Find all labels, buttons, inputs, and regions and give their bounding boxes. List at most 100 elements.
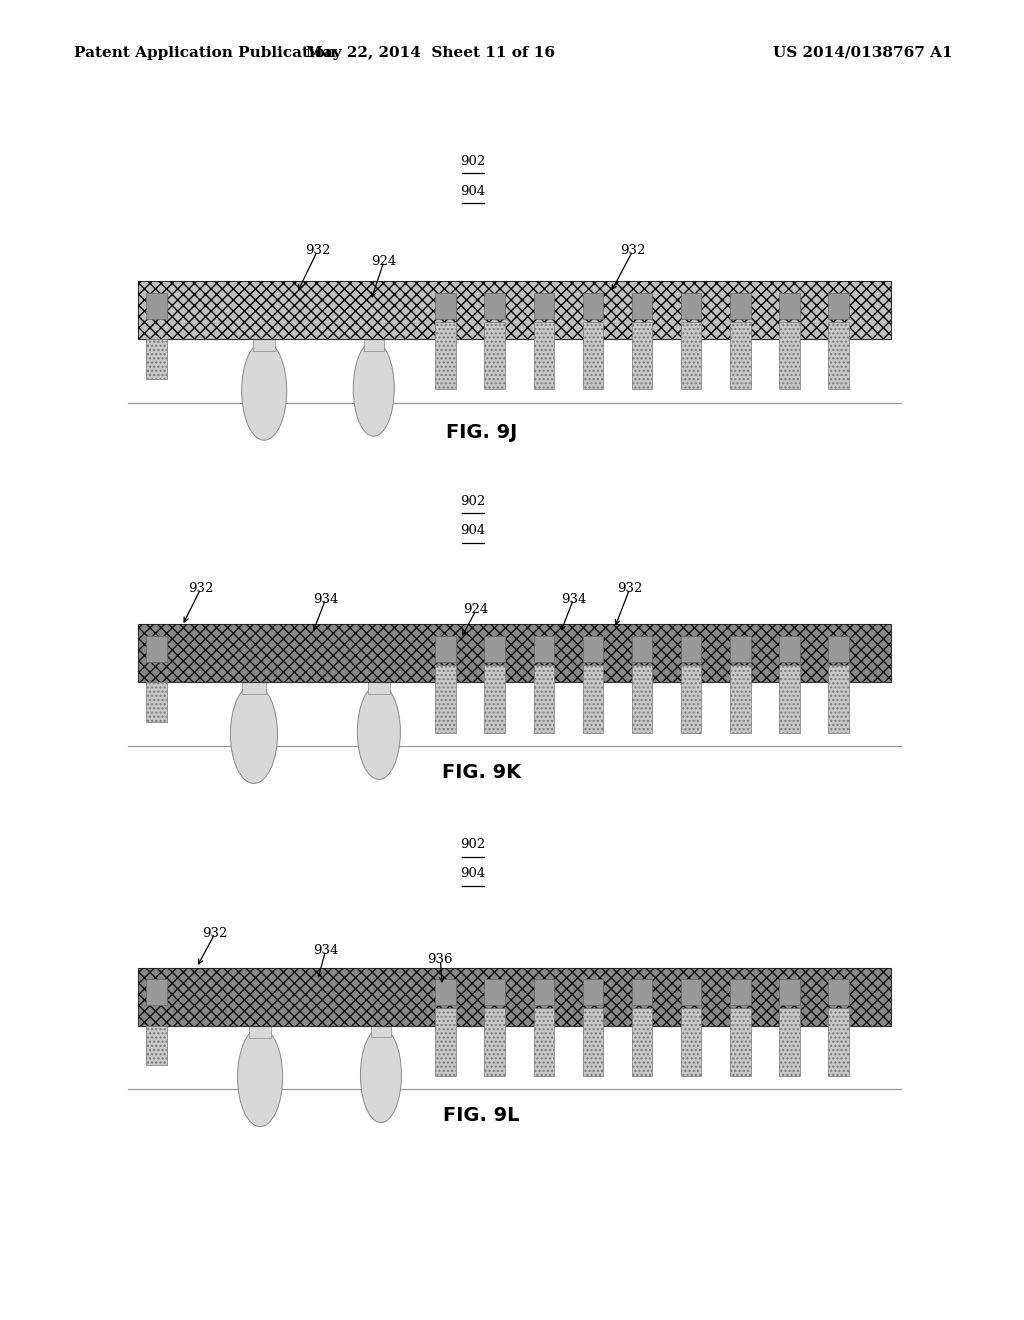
Ellipse shape <box>242 342 287 441</box>
Bar <box>828 636 849 663</box>
Bar <box>779 1008 800 1076</box>
Bar <box>779 322 800 389</box>
Bar <box>681 979 701 1006</box>
Bar <box>484 293 505 319</box>
Bar <box>681 1008 701 1076</box>
Bar <box>253 330 275 351</box>
Text: 932: 932 <box>203 927 227 940</box>
Bar <box>371 1016 391 1038</box>
Bar <box>534 1008 554 1076</box>
Bar <box>730 636 751 663</box>
Bar <box>583 665 603 733</box>
Bar <box>632 665 652 733</box>
Bar <box>583 636 603 663</box>
Bar <box>583 1008 603 1076</box>
Bar <box>828 322 849 389</box>
Bar <box>484 1008 505 1076</box>
Bar <box>435 665 456 733</box>
Text: 932: 932 <box>617 582 642 595</box>
Bar <box>138 281 891 339</box>
Text: FIG. 9L: FIG. 9L <box>443 1106 519 1125</box>
Ellipse shape <box>353 341 394 436</box>
Bar <box>730 665 751 733</box>
Text: 932: 932 <box>621 244 645 257</box>
Bar <box>632 322 652 389</box>
Bar <box>632 1008 652 1076</box>
Bar <box>534 322 554 389</box>
Bar <box>828 1008 849 1076</box>
Bar <box>534 293 554 319</box>
Bar <box>435 322 456 389</box>
Text: 902: 902 <box>461 154 485 168</box>
Ellipse shape <box>360 1027 401 1122</box>
Bar <box>632 322 652 389</box>
Text: 904: 904 <box>461 524 485 537</box>
Bar <box>828 1008 849 1076</box>
Text: US 2014/0138767 A1: US 2014/0138767 A1 <box>773 46 952 59</box>
Text: May 22, 2014  Sheet 11 of 16: May 22, 2014 Sheet 11 of 16 <box>305 46 555 59</box>
Bar <box>138 968 891 1026</box>
Bar <box>681 322 701 389</box>
Bar <box>249 1016 271 1038</box>
Ellipse shape <box>230 684 278 784</box>
Bar <box>484 322 505 389</box>
Bar <box>534 322 554 389</box>
Ellipse shape <box>238 1027 283 1127</box>
Bar <box>146 682 167 722</box>
Bar <box>681 293 701 319</box>
Bar <box>484 665 505 733</box>
Bar <box>435 636 456 663</box>
Bar <box>828 979 849 1006</box>
Text: FIG. 9J: FIG. 9J <box>445 424 517 442</box>
Text: 902: 902 <box>461 838 485 851</box>
Bar <box>681 665 701 733</box>
Bar <box>368 673 390 694</box>
Bar <box>534 665 554 733</box>
Bar <box>435 979 456 1006</box>
Text: 902: 902 <box>461 495 485 508</box>
Bar <box>730 1008 751 1076</box>
Bar <box>583 1008 603 1076</box>
Bar <box>146 339 167 379</box>
Bar <box>435 1008 456 1076</box>
Bar <box>435 665 456 733</box>
Bar <box>435 293 456 319</box>
Bar <box>484 979 505 1006</box>
Text: 934: 934 <box>561 593 586 606</box>
Bar <box>146 979 167 1006</box>
Bar <box>146 293 167 319</box>
Bar <box>779 293 800 319</box>
Bar <box>632 1008 652 1076</box>
Text: 904: 904 <box>461 867 485 880</box>
Bar <box>730 979 751 1006</box>
Bar <box>779 665 800 733</box>
Text: 934: 934 <box>313 944 338 957</box>
Bar <box>632 665 652 733</box>
Bar <box>534 979 554 1006</box>
Bar <box>583 322 603 389</box>
Bar <box>779 1008 800 1076</box>
Bar <box>730 1008 751 1076</box>
Bar <box>828 665 849 733</box>
Text: 932: 932 <box>188 582 213 595</box>
Text: 932: 932 <box>305 244 330 257</box>
Bar <box>583 293 603 319</box>
Bar <box>435 1008 456 1076</box>
Bar <box>534 636 554 663</box>
Bar <box>484 665 505 733</box>
Bar <box>681 665 701 733</box>
Bar <box>779 322 800 389</box>
Bar <box>730 293 751 319</box>
Bar <box>828 293 849 319</box>
Bar <box>828 665 849 733</box>
Bar <box>484 322 505 389</box>
Text: 924: 924 <box>372 255 396 268</box>
Bar <box>730 322 751 389</box>
Bar <box>146 1026 167 1065</box>
Bar <box>779 979 800 1006</box>
Text: 924: 924 <box>464 603 488 616</box>
Bar <box>681 322 701 389</box>
Bar <box>146 339 167 379</box>
Bar <box>828 322 849 389</box>
Text: Patent Application Publication: Patent Application Publication <box>74 46 336 59</box>
